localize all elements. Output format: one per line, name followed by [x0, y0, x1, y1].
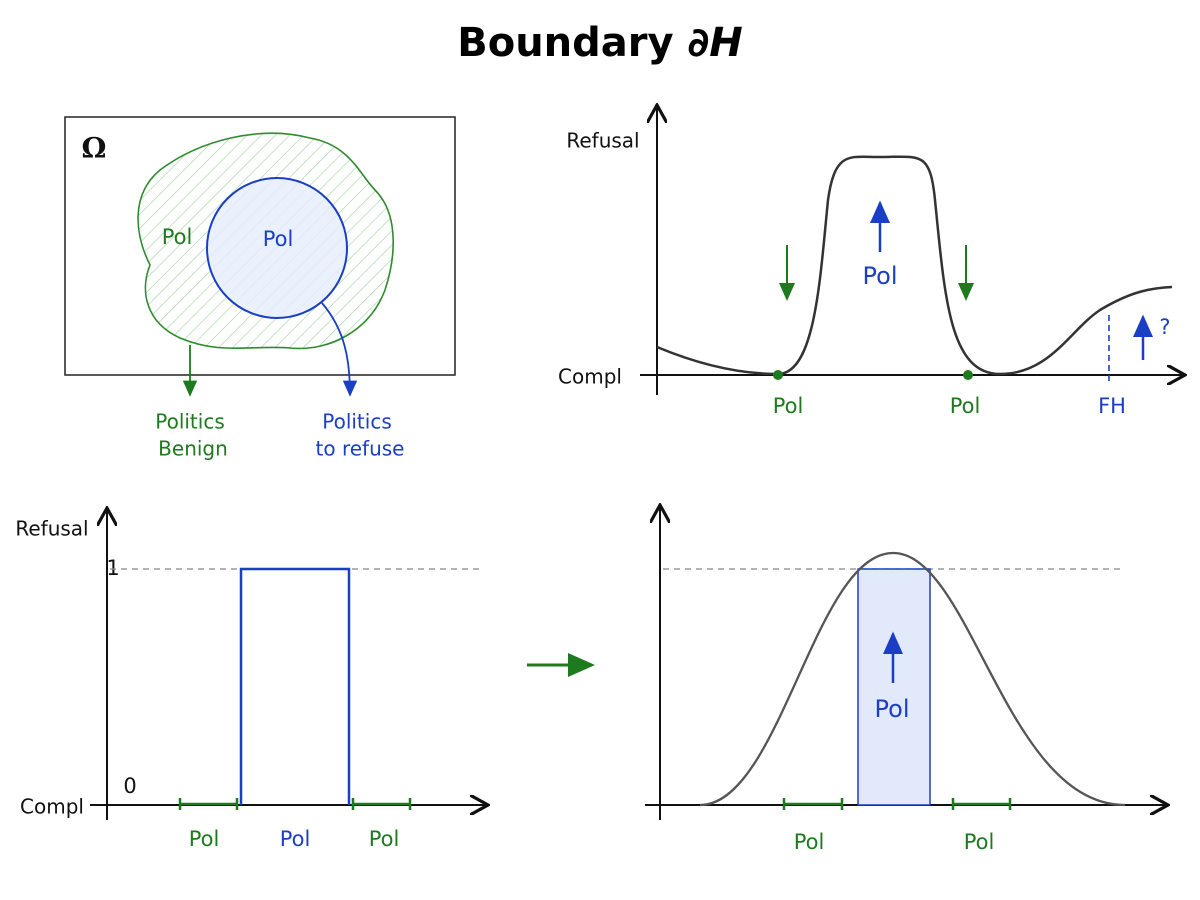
inner-arrow [321, 302, 358, 397]
boundary-point [963, 370, 973, 380]
smooth-curve [699, 551, 1126, 807]
x-label: Pol [773, 394, 804, 418]
x-label: Pol [794, 830, 825, 854]
x-label: Pol [964, 830, 995, 854]
outer-label: Pol [162, 225, 193, 249]
title-text: Boundary [457, 20, 673, 66]
refusal-curve [656, 155, 1173, 376]
boundary-point [773, 370, 783, 380]
benign-interval [178, 798, 412, 810]
inner-caption: Politics [322, 410, 392, 434]
x-label: Pol [369, 827, 400, 851]
y-label: Compl [20, 795, 84, 819]
y-label: Refusal [15, 517, 88, 541]
x-label: Pol [950, 394, 981, 418]
benign-interval [782, 798, 1012, 810]
omega: Ω [82, 132, 107, 165]
outer-caption: Politics [155, 410, 225, 434]
y-tick-label: 1 [106, 556, 119, 580]
peak-label: Pol [863, 262, 898, 290]
center-label: Pol [875, 695, 910, 723]
y-tick-label: 0 [123, 774, 136, 798]
x-label: Pol [280, 827, 311, 851]
inner-region [206, 177, 348, 319]
y-label: Compl [558, 365, 622, 389]
step-function [239, 567, 351, 805]
question: ? [1159, 315, 1170, 339]
x-label: Pol [189, 827, 220, 851]
refuse-band [857, 568, 931, 806]
y-label: Refusal [566, 129, 639, 153]
title-symbol: ∂H [688, 20, 743, 66]
title: Boundary ∂H [457, 20, 743, 66]
inner-caption: to refuse [316, 437, 405, 461]
outer-caption: Benign [158, 437, 228, 461]
inner-label: Pol [263, 227, 294, 251]
x-label: FH [1098, 394, 1126, 418]
